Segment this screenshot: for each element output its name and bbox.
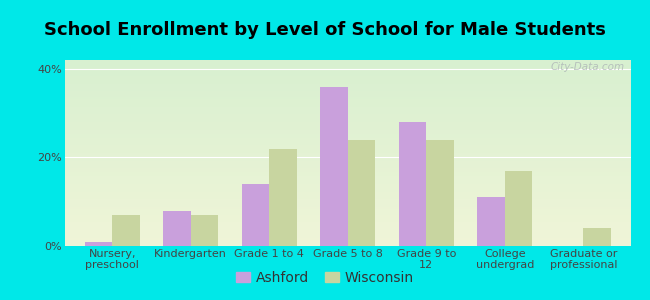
Bar — [426, 140, 454, 246]
Bar — [348, 140, 375, 246]
Bar — [84, 242, 112, 246]
Bar — [399, 122, 426, 246]
Legend: Ashford, Wisconsin: Ashford, Wisconsin — [231, 265, 419, 290]
Bar — [505, 171, 532, 246]
Text: School Enrollment by Level of School for Male Students: School Enrollment by Level of School for… — [44, 21, 606, 39]
Bar — [163, 211, 190, 246]
Bar — [320, 87, 348, 246]
Bar — [242, 184, 269, 246]
Bar — [190, 215, 218, 246]
Bar — [584, 228, 611, 246]
Text: City-Data.com: City-Data.com — [551, 62, 625, 72]
Bar — [477, 197, 505, 246]
Bar — [112, 215, 140, 246]
Bar — [269, 148, 296, 246]
